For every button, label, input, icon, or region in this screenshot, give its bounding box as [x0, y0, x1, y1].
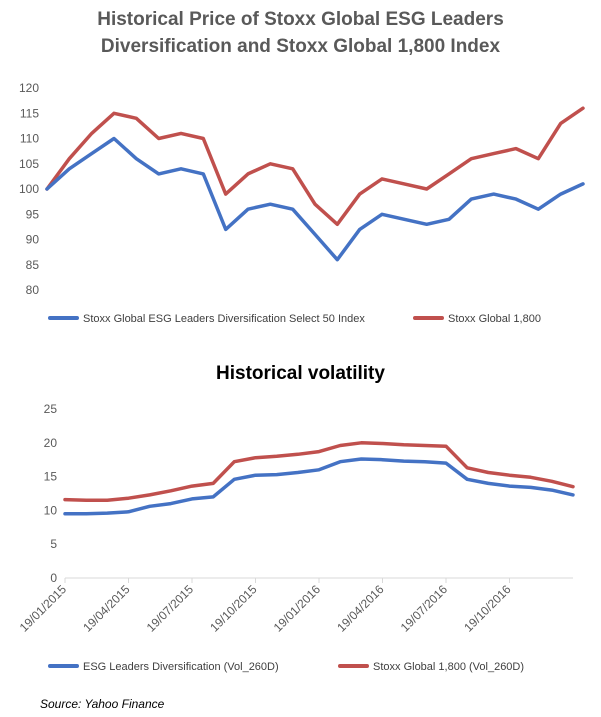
legend-label: ESG Leaders Diversification (Vol_260D) — [83, 661, 279, 673]
series-line — [45, 136, 585, 262]
y-tick-label: 25 — [44, 402, 58, 416]
x-tick-label: 19/01/2016 — [271, 582, 324, 635]
y-tick-label: 5 — [50, 537, 57, 551]
price-chart: 80 85 90 95 100 105 110 115 120 Stoxx Global ESG … — [19, 81, 585, 325]
y-tick-label: 80 — [26, 283, 40, 297]
y-tick-label: 20 — [44, 436, 58, 450]
y-tick-label: 15 — [44, 470, 58, 484]
x-tick-label: 19/07/2015 — [144, 582, 197, 635]
y-tick-label: 90 — [26, 233, 40, 247]
volatility-chart: 0 5 10 15 20 25 19/01/2015 19/04/2015 19/07/2015… — [17, 402, 575, 673]
x-tick-label: 19/01/2015 — [17, 582, 70, 635]
legend-label: Stoxx Global 1,800 — [448, 313, 541, 325]
y-tick-label: 120 — [19, 81, 39, 95]
x-tick-label: 19/04/2016 — [334, 582, 387, 635]
x-tick-label: 19/10/2015 — [207, 582, 260, 635]
chart-title-line-2: Diversification and Stoxx Global 1,800 I… — [100, 36, 501, 57]
y-tick-label: 115 — [20, 106, 39, 120]
series-line — [63, 441, 575, 503]
source-note: Source: Yahoo Finance — [40, 697, 165, 711]
y-tick-label: 10 — [44, 503, 58, 517]
y-tick-label: 105 — [19, 157, 39, 171]
y-tick-label: 95 — [26, 207, 40, 221]
chart-title-line-1: Historical Price of Stoxx Global ESG Lea… — [97, 9, 504, 30]
chart-title-volatility: Historical volatility — [216, 363, 385, 384]
x-tick-label: 19/07/2016 — [398, 582, 451, 635]
chart-title-price: Historical Price of Stoxx Global ESG Lea… — [0, 6, 601, 60]
x-tick-label: 19/10/2016 — [461, 582, 514, 635]
legend-label: Stoxx Global 1,800 (Vol_260D) — [373, 661, 524, 673]
y-tick-label: 100 — [19, 182, 39, 196]
legend-label: Stoxx Global ESG Leaders Diversification… — [83, 313, 365, 325]
y-tick-label: 110 — [20, 132, 39, 146]
series-line — [45, 106, 585, 227]
series-line — [63, 457, 575, 516]
y-tick-label: 0 — [50, 571, 57, 585]
y-tick-label: 85 — [26, 258, 40, 272]
x-tick-label: 19/04/2015 — [80, 582, 133, 635]
